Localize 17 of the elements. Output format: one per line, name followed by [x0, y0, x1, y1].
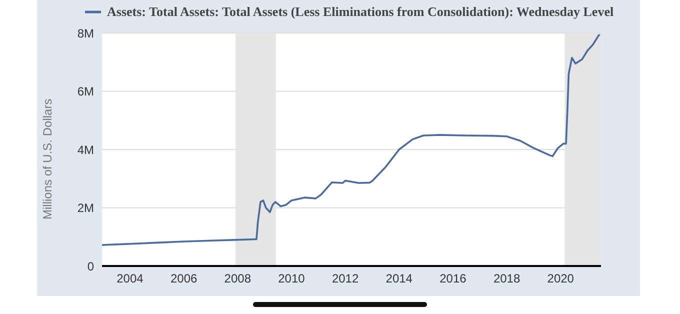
x-tick-label: 2008	[224, 272, 252, 286]
x-tick-label: 2006	[170, 272, 198, 286]
legend-label: Assets: Total Assets: Total Assets (Less Eliminations from Consolidation): Wednesday Level	[106, 4, 614, 20]
y-tick-label: 2M	[77, 201, 94, 216]
y-tick-label: 6M	[77, 84, 94, 99]
x-tick-label: 2016	[440, 272, 467, 286]
x-tick-label: 2010	[278, 272, 306, 286]
x-tick-label: 2004	[116, 272, 144, 286]
line-series	[102, 34, 601, 246]
x-tick-label: 2012	[332, 272, 359, 286]
y-tick-label: 4M	[77, 142, 94, 157]
y-tick-label: 0	[87, 259, 94, 274]
x-tick-label: 2014	[386, 272, 413, 286]
x-tick-label: 2018	[493, 272, 520, 286]
y-axis-title: Millions of U.S. Dollars	[40, 98, 54, 220]
x-tick-label: 2020	[547, 272, 574, 286]
y-tick-label: 8M	[77, 26, 94, 40]
